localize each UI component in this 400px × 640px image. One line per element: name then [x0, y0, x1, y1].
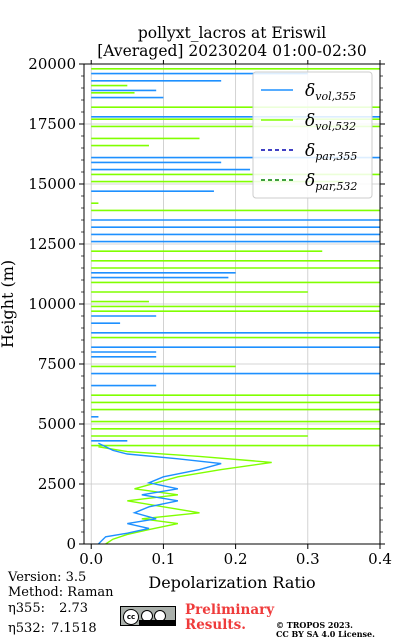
y-tick-label: 5000	[38, 415, 76, 433]
eta532-row: η532: 7.1518	[8, 621, 97, 636]
series-line-vol532	[98, 446, 272, 544]
series-line-vol355	[97, 442, 222, 544]
license-text: CC BY SA 4.0 License.	[276, 629, 375, 639]
cc-by-sa-icon: cc	[120, 606, 176, 626]
y-tick-label: 12500	[28, 235, 76, 253]
chart-subtitle: [Averaged] 20230204 01:00-02:30	[97, 42, 367, 60]
x-tick-label: 0.4	[368, 550, 392, 568]
profile-lines	[97, 442, 272, 544]
x-tick-label: 0.2	[224, 550, 248, 568]
legend-label-subscript: vol,532	[315, 120, 356, 133]
x-tick-label: 0.3	[296, 550, 320, 568]
y-tick-label: 10000	[28, 295, 76, 313]
chart-title: pollyxt_lacros at Eriswil	[137, 24, 327, 42]
y-axis-label: Height (m)	[0, 260, 17, 348]
method-text: Method: Raman	[8, 585, 114, 600]
y-tick-label: 7500	[38, 355, 76, 373]
eta355-label: η355:	[8, 601, 45, 616]
eta532-value: 7.1518	[51, 621, 97, 636]
axis-ticks: 0.0 0.1 0.2 0.3 0.4 0 2500 5000 7500 10000 12500 15…	[28, 55, 392, 568]
legend-label-subscript: vol,355	[315, 90, 356, 103]
copyright-text: © TROPOS 2023.	[276, 620, 353, 630]
legend-label-subscript: par,355	[315, 150, 357, 163]
y-tick-label: 15000	[28, 175, 76, 193]
y-tick-label: 0	[66, 535, 76, 553]
y-tick-label: 2500	[38, 475, 76, 493]
preliminary-line1: Preliminary	[185, 602, 275, 618]
eta355-value: 2.73	[59, 601, 89, 616]
legend-box	[252, 71, 373, 199]
y-tick-label: 20000	[28, 55, 76, 73]
version-text: Version: 3.5	[8, 570, 87, 585]
preliminary-line2: Results.	[185, 617, 246, 633]
eta532-label: η532:	[8, 621, 45, 636]
legend-label-subscript: par,532	[315, 180, 357, 193]
depolarization-chart: 0.0 0.1 0.2 0.3 0.4 0 2500 5000 7500 10000 12500 15…	[0, 55, 392, 592]
x-tick-label: 0.0	[79, 550, 103, 568]
x-axis-label: Depolarization Ratio	[148, 573, 315, 592]
y-tick-label: 17500	[28, 115, 76, 133]
eta355-row: η355: 2.73	[8, 601, 88, 616]
x-tick-label: 0.1	[151, 550, 175, 568]
